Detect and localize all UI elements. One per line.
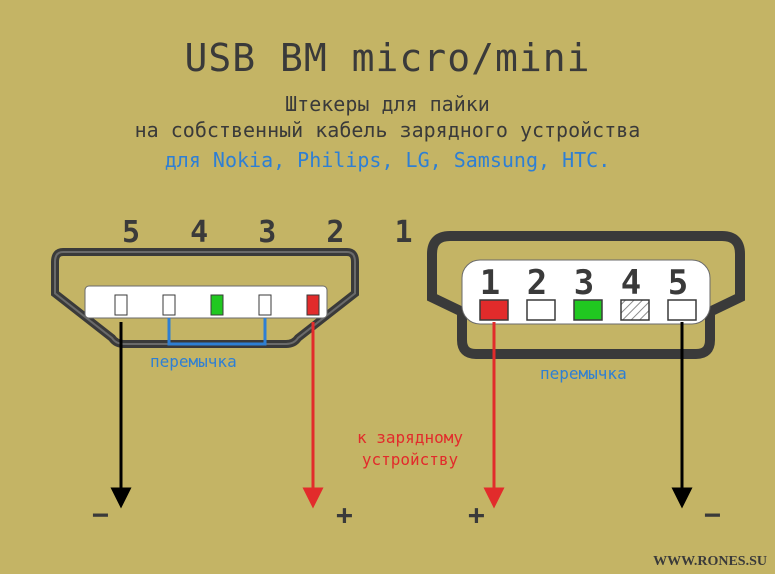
micro-pin-3 [211, 295, 223, 315]
mini-pin-label-4: 4 [621, 263, 641, 303]
micro-pin-5 [115, 295, 127, 315]
diagram-svg: 12345 [0, 0, 775, 574]
mini-pin-label-2: 2 [527, 263, 547, 303]
micro-pin-1 [307, 295, 319, 315]
mini-pin-4 [621, 300, 649, 320]
mini-pin-2 [527, 300, 555, 320]
mini-pin-label-3: 3 [574, 263, 594, 303]
mini-pin-1 [480, 300, 508, 320]
mini-pin-3 [574, 300, 602, 320]
mini-pin-label-5: 5 [668, 263, 688, 303]
mini-pin-label-1: 1 [480, 263, 500, 303]
micro-pin-4 [163, 295, 175, 315]
mini-pin-5 [668, 300, 696, 320]
micro-pin-2 [259, 295, 271, 315]
